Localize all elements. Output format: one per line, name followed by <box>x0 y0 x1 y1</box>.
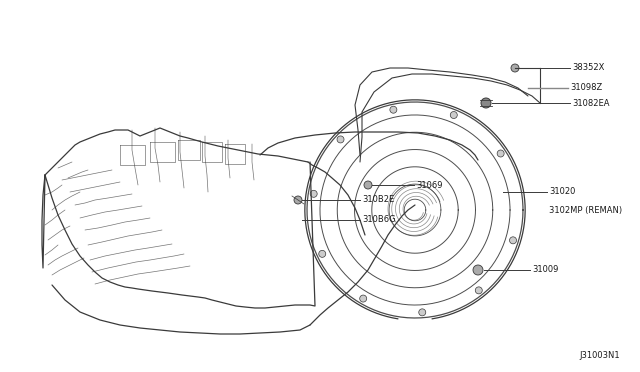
Circle shape <box>509 237 516 244</box>
Circle shape <box>473 265 483 275</box>
Text: 310B6G: 310B6G <box>362 215 396 224</box>
Text: 31069: 31069 <box>416 180 442 189</box>
Circle shape <box>337 136 344 143</box>
Circle shape <box>497 150 504 157</box>
Circle shape <box>511 64 519 72</box>
Circle shape <box>419 309 426 316</box>
Circle shape <box>481 98 491 108</box>
Circle shape <box>310 190 317 197</box>
Text: 31098Z: 31098Z <box>570 83 602 93</box>
Text: 31020: 31020 <box>549 187 575 196</box>
Text: 31082EA: 31082EA <box>572 99 609 108</box>
Circle shape <box>294 196 302 204</box>
Text: 3102MP (REMAN): 3102MP (REMAN) <box>549 205 622 215</box>
Text: 38352X: 38352X <box>572 64 604 73</box>
Text: 310B2E: 310B2E <box>362 196 394 205</box>
Text: J31003N1: J31003N1 <box>579 351 620 360</box>
Circle shape <box>364 181 372 189</box>
Circle shape <box>360 295 367 302</box>
Text: 31009: 31009 <box>532 266 558 275</box>
Circle shape <box>319 250 326 257</box>
Circle shape <box>390 106 397 113</box>
Circle shape <box>451 112 458 119</box>
Circle shape <box>476 287 483 294</box>
